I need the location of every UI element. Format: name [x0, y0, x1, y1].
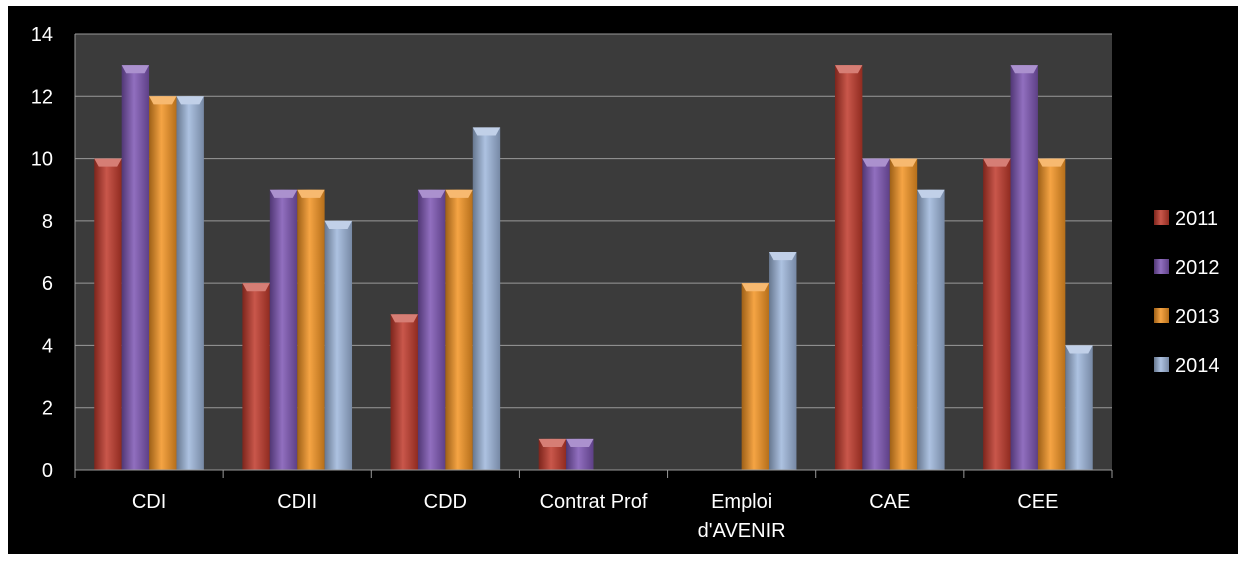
- x-category-label: Emploi: [711, 491, 772, 513]
- bar-2011-0: [94, 158, 122, 471]
- bar-2013-4: [741, 283, 770, 470]
- axes: 0 2 4 6 8 10 12 14 CDI CDII CDD Contrat Prof Emploi d…: [31, 24, 1113, 542]
- bar-2014-5: [917, 189, 945, 470]
- y-tick-label: 0: [42, 460, 53, 482]
- x-category-label: Contrat Prof: [540, 491, 648, 513]
- y-tick-label: 6: [42, 273, 53, 295]
- y-tick-label: 12: [31, 86, 53, 108]
- legend-label: 2014: [1175, 355, 1220, 377]
- bar-2012-6: [1010, 65, 1038, 470]
- legend-label: 2012: [1175, 257, 1220, 279]
- bar-2012-0: [121, 65, 150, 470]
- bar-2013-5: [889, 158, 918, 471]
- bar-2012-3: [566, 438, 594, 470]
- bar-2014-6: [1065, 345, 1093, 470]
- bar-2011-1: [242, 283, 270, 470]
- bar-2014-1: [324, 220, 353, 470]
- legend-label: 2011: [1175, 208, 1218, 230]
- bar-2014-4: [769, 252, 797, 470]
- bar-2014-2: [472, 127, 501, 470]
- legend-swatch: [1154, 259, 1169, 274]
- bar-2011-5: [834, 65, 863, 470]
- y-tick-label: 4: [42, 335, 53, 357]
- y-tick-label: 10: [31, 149, 53, 171]
- bar-2011-6: [983, 158, 1011, 471]
- x-category-label: CDD: [424, 491, 467, 513]
- legend-item-2012: 2012: [1154, 257, 1220, 279]
- bar-2014-0: [176, 96, 204, 471]
- legend-swatch: [1154, 210, 1169, 225]
- x-category-label: CDI: [132, 491, 166, 513]
- y-tick-label: 14: [31, 24, 53, 46]
- bar-2013-2: [445, 189, 473, 470]
- bar-2011-2: [390, 314, 418, 470]
- plot-area: [75, 34, 1112, 470]
- bar-2013-1: [297, 189, 325, 470]
- bar-2012-5: [862, 158, 890, 471]
- legend-item-2014: 2014: [1154, 355, 1220, 377]
- x-category-label: d'AVENIR: [698, 520, 786, 542]
- legend-item-2011: 2011: [1154, 208, 1218, 230]
- y-tick-label: 8: [42, 211, 53, 233]
- bar-2013-0: [149, 96, 177, 471]
- legend: 2011 2012 2013 2014: [1154, 208, 1220, 377]
- bars: [94, 65, 1093, 471]
- legend-swatch: [1154, 357, 1169, 372]
- x-category-label: CDII: [277, 491, 317, 513]
- chart-frame: 0 2 4 6 8 10 12 14 CDI CDII CDD Contrat Prof Emploi d…: [8, 6, 1238, 554]
- y-tick-label: 2: [42, 398, 53, 420]
- legend-label: 2013: [1175, 306, 1220, 328]
- bar-2013-6: [1037, 158, 1066, 471]
- bar-2011-3: [538, 438, 567, 470]
- bar-2012-1: [269, 189, 298, 470]
- legend-item-2013: 2013: [1154, 306, 1220, 328]
- bar-2012-2: [417, 189, 446, 470]
- x-category-label: CAE: [869, 491, 910, 513]
- bar-chart: 0 2 4 6 8 10 12 14 CDI CDII CDD Contrat Prof Emploi d…: [31, 24, 1220, 542]
- legend-swatch: [1154, 308, 1169, 323]
- x-category-label: CEE: [1017, 491, 1058, 513]
